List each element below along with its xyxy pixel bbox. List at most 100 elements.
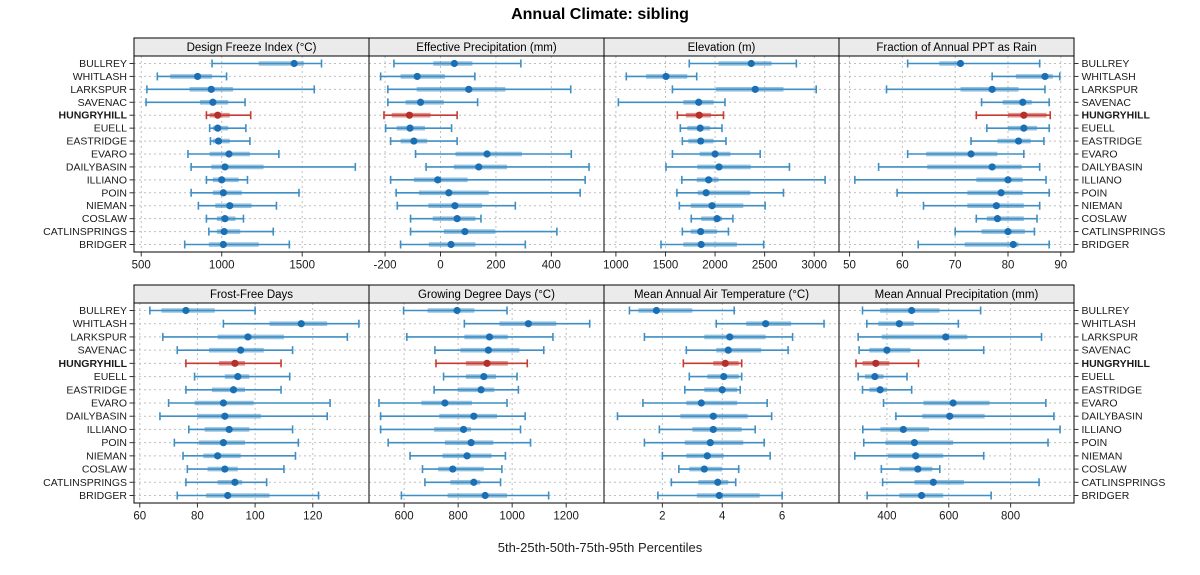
median-dot [483, 150, 491, 158]
axis-tick-label: 70 [949, 260, 962, 272]
median-dot [910, 439, 919, 447]
percentile-bar-coslaw [880, 465, 941, 474]
median-dot [453, 306, 461, 315]
percentile-bar-eastridge [684, 385, 742, 394]
axis-tick-label: 1200 [553, 511, 579, 523]
median-dot [967, 150, 975, 158]
median-dot [219, 399, 227, 407]
median-dot [463, 452, 471, 460]
median-dot [405, 111, 414, 119]
station-label-right-evaro: EVARO [1082, 398, 1118, 410]
median-dot [714, 478, 722, 486]
median-dot [231, 359, 239, 367]
median-dot [988, 163, 996, 171]
percentile-bar-hungryhill [682, 359, 743, 368]
percentile-bar-poin [395, 188, 581, 197]
median-dot [225, 150, 233, 158]
percentile-bar-evaro [642, 399, 768, 407]
percentile-bar-eastridge [970, 137, 1045, 146]
percentile-bar-poin [862, 438, 1049, 447]
station-label-left-euell: EUELL [94, 371, 127, 383]
median-dot [992, 202, 1000, 210]
percentile-bar-catlinsprings [954, 227, 1036, 236]
percentile-bar-bullrey [211, 59, 323, 68]
percentile-bar-larkspur [387, 85, 572, 94]
median-dot [696, 124, 704, 132]
station-label-right-whitlash: WHITLASH [1082, 71, 1136, 83]
median-dot [480, 372, 488, 381]
station-label-right-whitlash: WHITLASH [1082, 318, 1136, 330]
percentile-bar-dailybasin [895, 412, 1055, 421]
panel-strip-title: Elevation (m) [688, 42, 756, 54]
station-label-right-bullrey: BULLREY [1082, 58, 1130, 70]
axis-tick-label: 1000 [603, 260, 629, 272]
median-dot [942, 333, 950, 341]
median-dot [465, 85, 473, 93]
median-dot [908, 306, 916, 315]
median-dot [219, 439, 227, 447]
median-dot [899, 425, 907, 434]
percentile-bar-evaro [378, 399, 508, 407]
percentile-bar-whitlash [866, 319, 960, 328]
percentile-bar-evaro [187, 150, 280, 158]
median-dot [219, 189, 227, 197]
median-dot [209, 98, 217, 106]
station-label-left-poin: POIN [101, 187, 127, 199]
axis-tick-label: 60 [133, 511, 146, 523]
station-label-left-hungryhill: HUNGRYHILL [59, 358, 128, 370]
station-label-left-evaro: EVARO [91, 398, 127, 410]
panel-strip-title: Mean Annual Precipitation (mm) [875, 289, 1039, 301]
axis-tick-label: 50 [843, 260, 856, 272]
percentile-bar-evaro [167, 399, 331, 407]
median-dot [441, 399, 449, 407]
panel-mean-annual-precipitation-mm-: Mean Annual Precipitation (mm) 400 600 800 [838, 284, 1075, 523]
axis-tick-label: 2500 [752, 260, 778, 272]
station-label-left-coslaw: COSLAW [82, 464, 127, 476]
percentile-bar-bullrey [906, 59, 1041, 68]
percentile-bar-bullrey [393, 59, 522, 68]
percentile-bar-illiano [681, 175, 826, 184]
axis-tick-label: 1500 [653, 260, 679, 272]
station-label-right-savenac: SAVENAC [1082, 97, 1132, 109]
median-dot [762, 320, 770, 328]
percentile-bar-hungryhill [205, 111, 252, 120]
percentile-bar-poin [896, 188, 1050, 197]
percentile-bar-bridger [657, 491, 783, 500]
median-dot [221, 465, 229, 473]
station-label-right-eastridge: EASTRIDGE [1082, 136, 1143, 148]
percentile-bar-coslaw [975, 214, 1038, 223]
station-label-right-larkspur: LARKSPUR [1082, 331, 1139, 343]
panel-elevation-m-: Elevation (m) 1000 1500 2000 2500 3000 [603, 37, 840, 272]
percentile-bar-dailybasin [616, 412, 773, 421]
panel-growing-degree-days-c-: Growing Degree Days (°C) 600 800 1000 1200 [368, 284, 605, 523]
percentile-bar-nieman [182, 451, 297, 460]
median-dot [220, 227, 228, 236]
percentile-bar-nieman [197, 201, 278, 210]
axis-tick-label: 800 [449, 511, 468, 523]
percentile-bar-bullrey [149, 306, 256, 315]
percentile-bar-catlinsprings [208, 227, 275, 236]
station-label-left-hungryhill: HUNGRYHILL [59, 110, 128, 122]
percentile-bar-dailybasin [665, 162, 791, 171]
station-label-left-bullrey: BULLREY [79, 58, 127, 70]
percentile-bar-nieman [922, 201, 1041, 210]
percentile-bar-hungryhill [435, 359, 529, 368]
median-dot [234, 372, 242, 381]
median-dot [470, 412, 478, 420]
median-dot [929, 478, 937, 486]
station-label-right-poin: POIN [1082, 187, 1108, 199]
axis-tick-label: 2 [659, 511, 665, 523]
percentile-bar-hungryhill [855, 359, 920, 368]
percentile-bar-catlinsprings [185, 478, 268, 487]
axis-tick-label: 60 [896, 260, 909, 272]
percentile-bar-bullrey [861, 306, 982, 315]
median-dot [207, 85, 215, 93]
percentile-bar-dailybasin [190, 162, 357, 171]
panel-strip-title: Design Freeze Index (°C) [187, 42, 317, 54]
percentile-bar-bridger [917, 240, 1050, 249]
median-dot [715, 163, 723, 171]
panel-strip-title: Growing Degree Days (°C) [418, 289, 555, 301]
panel-strip-title: Frost-Free Days [210, 289, 293, 301]
